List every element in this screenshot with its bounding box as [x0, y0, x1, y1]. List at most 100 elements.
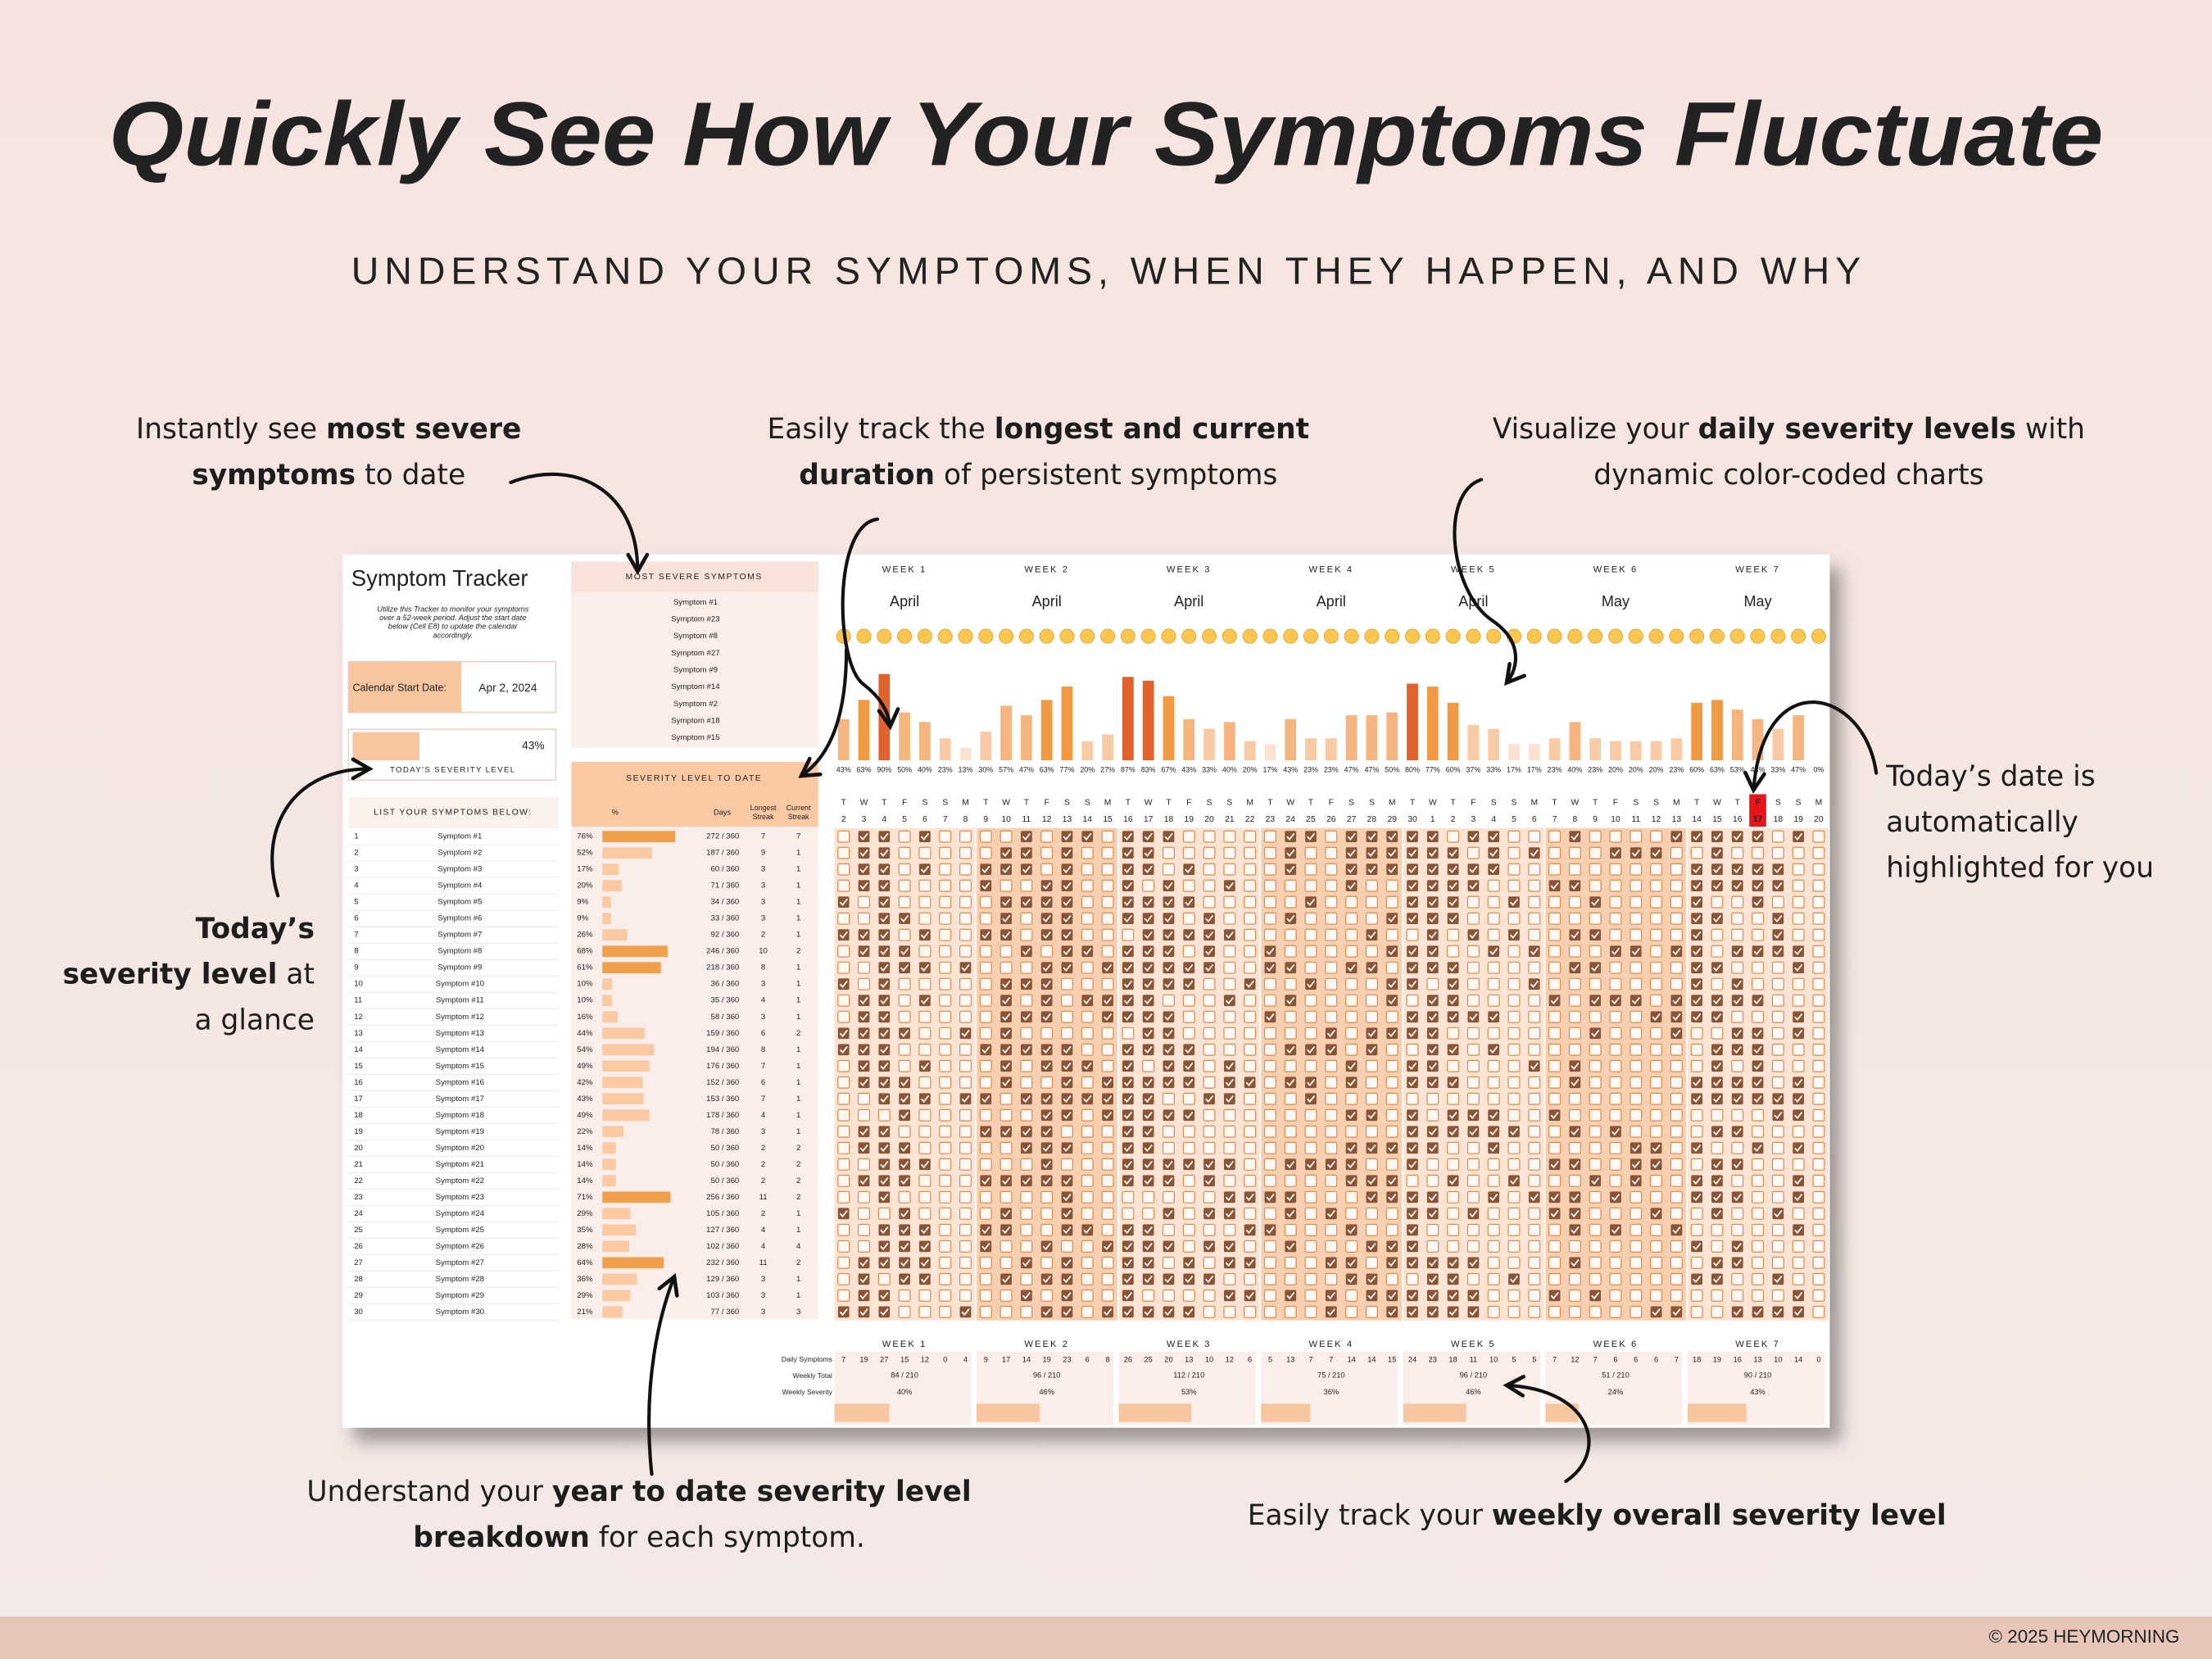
checkbox-checked: [1691, 1011, 1703, 1023]
checkbox: [1304, 1223, 1317, 1236]
week-label: WEEK 2: [1024, 565, 1069, 575]
check: [1042, 914, 1051, 922]
checkbox-checked: [1285, 1240, 1297, 1253]
checkbox-checked: [1061, 962, 1073, 974]
checkbox: [1304, 879, 1317, 892]
checkbox-checked: [858, 1290, 870, 1302]
checkbox-checked: [858, 1142, 870, 1154]
checkbox: [1711, 977, 1724, 990]
check: [1123, 898, 1133, 906]
severity-bar: [1488, 728, 1500, 761]
checkbox: [1568, 1305, 1581, 1318]
severity-label: 90%: [877, 766, 891, 774]
checkbox: [1507, 994, 1521, 1007]
mood-icon: [1466, 628, 1481, 644]
checkbox-checked: [1345, 1158, 1358, 1171]
check: [981, 1095, 990, 1104]
checkbox-checked: [1711, 1126, 1723, 1138]
checkbox-checked: [1061, 913, 1073, 925]
callout-text: at: [277, 958, 315, 990]
days: 105 / 360: [706, 1209, 739, 1218]
check: [1408, 1193, 1417, 1202]
checkbox-checked: [1467, 863, 1480, 876]
checkbox-checked: [1163, 1060, 1175, 1072]
check: [1753, 832, 1762, 841]
checkbox: [1020, 912, 1033, 925]
checkbox: [1670, 912, 1683, 925]
footer-band: [0, 1616, 2212, 1659]
checkbox: [1507, 1190, 1521, 1203]
checkbox: [1020, 994, 1033, 1007]
percent-bar: [602, 1109, 650, 1122]
row-number: 16: [354, 1078, 363, 1087]
check: [1571, 1160, 1580, 1169]
checkbox-checked: [1183, 962, 1195, 974]
checkbox-checked: [1610, 945, 1621, 958]
percent-label: 29%: [577, 1209, 593, 1218]
percent-label: 49%: [577, 1062, 593, 1071]
checkbox: [1690, 1223, 1703, 1236]
weekly-total: 90 / 210: [1744, 1371, 1772, 1379]
checkbox-checked: [1163, 913, 1175, 925]
checkbox-checked: [1122, 831, 1134, 842]
checkbox: [1609, 1076, 1622, 1089]
checkbox: [1731, 1174, 1744, 1187]
check: [880, 1160, 889, 1169]
check: [1469, 1308, 1478, 1317]
check: [900, 1144, 909, 1153]
checkbox-checked: [1366, 1109, 1378, 1122]
check: [1489, 849, 1498, 857]
severity-label: 20%: [1608, 766, 1623, 774]
check: [1571, 1193, 1580, 1202]
daily-symptom-count: 17: [1002, 1355, 1010, 1363]
checkbox-checked: [1305, 1077, 1317, 1089]
checkbox-checked: [1020, 847, 1032, 859]
check: [1550, 1209, 1559, 1218]
checkbox: [1263, 1141, 1276, 1154]
checkbox-checked: [1102, 1093, 1113, 1105]
check: [1063, 947, 1072, 955]
checkbox: [1466, 1272, 1480, 1285]
day-letter: M: [1246, 799, 1253, 808]
checkbox-checked: [1426, 995, 1439, 1007]
date: 13: [1063, 815, 1072, 824]
percent-bar: [602, 863, 619, 876]
longest-streak: 3: [761, 1013, 765, 1022]
daily-symptom-count: 25: [1144, 1355, 1152, 1363]
date: 8: [963, 815, 968, 824]
checkbox: [1406, 1092, 1419, 1105]
checkbox: [1528, 1174, 1541, 1187]
checkbox: [1203, 895, 1216, 909]
checkbox-checked: [1366, 831, 1378, 842]
checkbox-checked: [1142, 831, 1154, 842]
checkbox: [1752, 1190, 1765, 1203]
check: [1712, 832, 1722, 841]
checkbox-checked: [1345, 1257, 1358, 1269]
check: [1104, 963, 1113, 972]
checkbox: [1670, 1174, 1683, 1187]
check: [1794, 1176, 1803, 1185]
checkbox-checked: [1285, 913, 1297, 925]
checkbox-checked: [1203, 929, 1215, 941]
checkbox-checked: [1061, 1257, 1073, 1269]
checkbox-checked: [1650, 1306, 1662, 1318]
mood-icon: [1161, 628, 1176, 644]
checkbox: [1650, 961, 1663, 974]
date: 3: [1471, 815, 1476, 824]
checkbox: [1325, 1141, 1338, 1154]
check: [1205, 1160, 1214, 1169]
checkbox: [1731, 1141, 1744, 1154]
checkbox: [1466, 1190, 1480, 1203]
checkbox: [1812, 1289, 1825, 1302]
checkbox-checked: [1731, 1027, 1743, 1040]
checkbox-checked: [1630, 1175, 1642, 1187]
checkbox: [1528, 928, 1541, 941]
checkbox: [1711, 928, 1724, 941]
checkbox: [1447, 1092, 1460, 1105]
checkbox: [1812, 1108, 1825, 1122]
check: [1022, 1127, 1031, 1136]
check: [1448, 1259, 1457, 1267]
check: [1693, 1095, 1702, 1104]
checkbox-checked: [1203, 1208, 1215, 1220]
check: [1042, 963, 1051, 972]
